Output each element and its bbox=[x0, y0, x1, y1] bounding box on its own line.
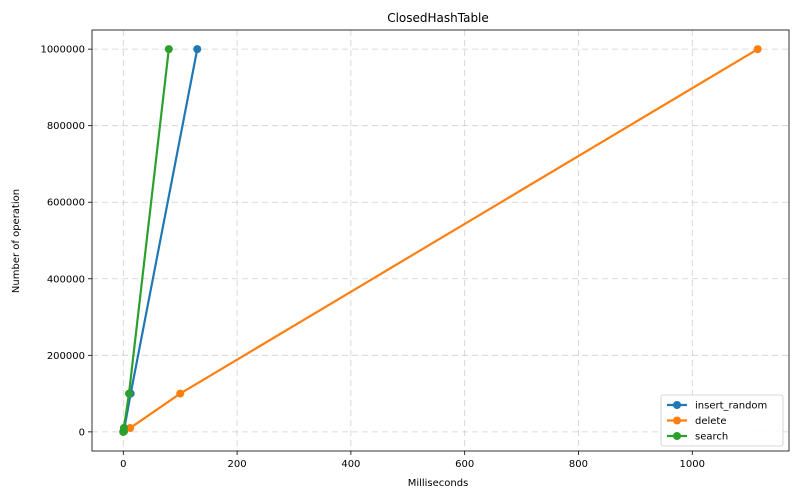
legend-item: delete bbox=[667, 416, 727, 427]
legend-box bbox=[660, 394, 784, 447]
chart-title: ClosedHashTable bbox=[387, 11, 489, 25]
y-tick-label: 400000 bbox=[47, 274, 85, 285]
legend-marker bbox=[673, 416, 681, 425]
x-tick-label: 400 bbox=[341, 459, 360, 470]
legend-marker bbox=[673, 432, 681, 440]
legend-item: search bbox=[667, 432, 728, 443]
legend-label: delete bbox=[695, 416, 727, 427]
y-tick-label: 1000000 bbox=[40, 45, 85, 56]
series-search bbox=[119, 45, 173, 436]
x-axis: 0 200 400 600 800 1000 bbox=[120, 451, 705, 470]
data-point bbox=[753, 45, 762, 54]
data-point bbox=[193, 45, 202, 54]
x-tick-label: 800 bbox=[569, 459, 588, 470]
legend-marker bbox=[673, 401, 681, 409]
y-tick-label: 600000 bbox=[47, 198, 85, 209]
plot-frame bbox=[91, 29, 790, 452]
data-point bbox=[176, 389, 185, 398]
data-point bbox=[119, 424, 128, 433]
data-point bbox=[164, 45, 173, 54]
x-tick-label: 1000 bbox=[680, 459, 705, 470]
x-tick-label: 0 bbox=[120, 459, 126, 470]
y-tick-label: 200000 bbox=[47, 351, 85, 362]
x-axis-label: Milliseconds bbox=[408, 478, 469, 489]
legend-label: insert_random bbox=[695, 401, 767, 412]
data-point bbox=[124, 389, 133, 398]
legend-item: insert_random bbox=[667, 401, 767, 412]
y-axis-label: Number of operation bbox=[11, 189, 22, 293]
data-point bbox=[126, 424, 135, 433]
series-layer bbox=[119, 45, 762, 436]
y-tick-label: 800000 bbox=[47, 121, 85, 132]
y-axis: 0 200000 400000 600000 800000 1000000 bbox=[40, 45, 92, 438]
x-tick-label: 200 bbox=[228, 459, 247, 470]
x-tick-label: 600 bbox=[455, 459, 474, 470]
y-tick-label: 0 bbox=[79, 427, 85, 438]
legend-label: search bbox=[695, 432, 728, 443]
